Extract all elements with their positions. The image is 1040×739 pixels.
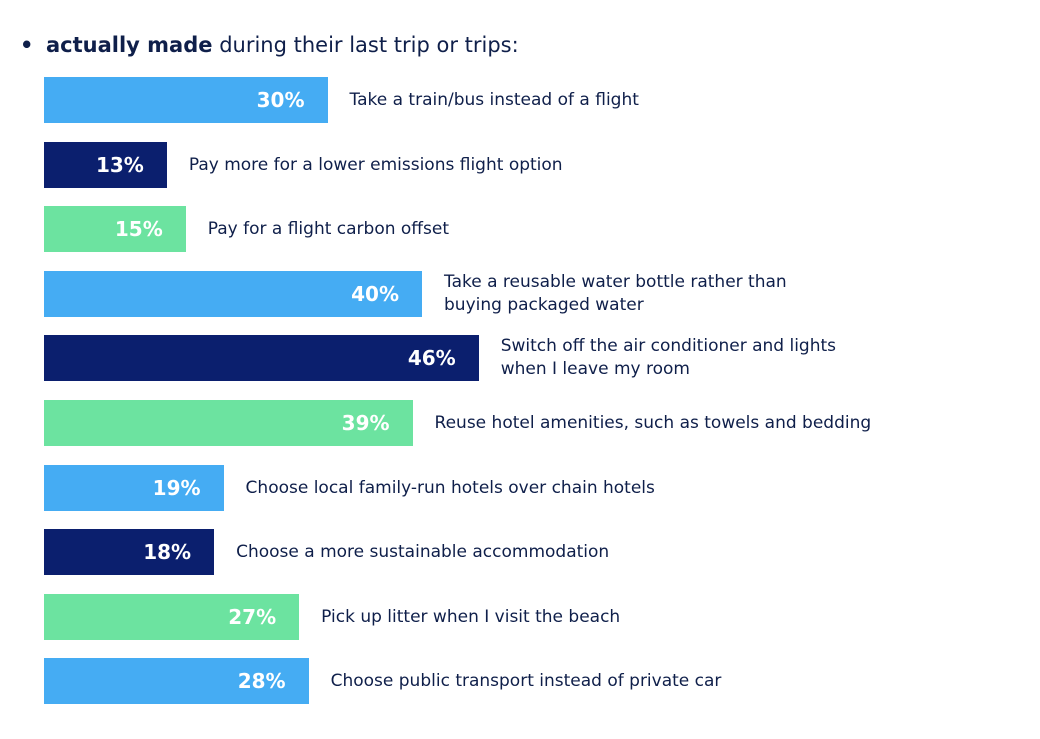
bar-category-label-line: Choose local family-run hotels over chai…: [245, 477, 655, 498]
bar-category-label-line: Choose a more sustainable accommodation: [236, 541, 610, 562]
bar-value-label: 18%: [143, 540, 192, 564]
bar: [44, 77, 328, 123]
bar-category-label: Choose public transport instead of priva…: [331, 670, 722, 693]
bar-category-label-line: Take a train/bus instead of a flight: [349, 89, 639, 110]
bar: [44, 658, 309, 704]
bar: [44, 594, 300, 640]
bullet-point: •: [20, 33, 34, 57]
bar-category-label: Take a reusable water bottle rather than…: [444, 271, 787, 317]
heading-rest-text: during their last trip or trips:: [212, 33, 519, 57]
bar-value-label: 15%: [114, 217, 163, 241]
bar-category-label: Take a train/bus instead of a flight: [350, 89, 639, 112]
bar-value-label: 27%: [228, 605, 277, 629]
bar-category-label: Switch off the air conditioner and light…: [501, 335, 836, 381]
bar-category-label: Reuse hotel amenities, such as towels an…: [435, 412, 872, 435]
bar: [44, 465, 224, 511]
bar-category-label-line: Reuse hotel amenities, such as towels an…: [434, 412, 872, 433]
bar-value-label: 39%: [341, 411, 390, 435]
bar-value-label: 19%: [152, 476, 201, 500]
chart-heading: • actually made during their last trip or…: [20, 30, 519, 60]
bar: [44, 142, 167, 188]
bar-category-label-line: Choose public transport instead of priva…: [330, 670, 722, 691]
bar-category-label-line: Switch off the air conditioner and light…: [500, 336, 837, 356]
bar-value-label: 28%: [237, 669, 286, 693]
bar-value-label: 46%: [407, 346, 456, 370]
bar-category-label: Choose local family-run hotels over chai…: [246, 477, 655, 500]
bar-value-label: 40%: [351, 282, 399, 306]
bar-value-label: 30%: [256, 88, 305, 112]
bar: [44, 400, 413, 446]
bar-category-label: Pick up litter when I visit the beach: [321, 606, 620, 629]
bar: [44, 335, 479, 381]
bar-category-label: Pay more for a lower emissions flight op…: [189, 154, 563, 177]
bar-category-label-line: Pay for a flight carbon offset: [207, 218, 450, 239]
bar-category-label-line: when I leave my room: [500, 359, 690, 379]
bar-value-label: 13%: [95, 153, 144, 177]
bar-category-label: Choose a more sustainable accommodation: [236, 541, 609, 564]
bar-category-label: Pay for a flight carbon offset: [208, 218, 449, 241]
bar-category-label-line: Pay more for a lower emissions flight op…: [188, 154, 563, 175]
bar-category-label-line: Take a reusable water bottle rather than: [444, 272, 787, 292]
bar: [44, 206, 186, 252]
bar: [44, 271, 422, 317]
bar-category-label-line: Pick up litter when I visit the beach: [321, 606, 621, 627]
heading-bold-text: actually made: [46, 33, 213, 57]
bar-category-label-line: buying packaged water: [444, 295, 644, 315]
bar: [44, 529, 215, 575]
